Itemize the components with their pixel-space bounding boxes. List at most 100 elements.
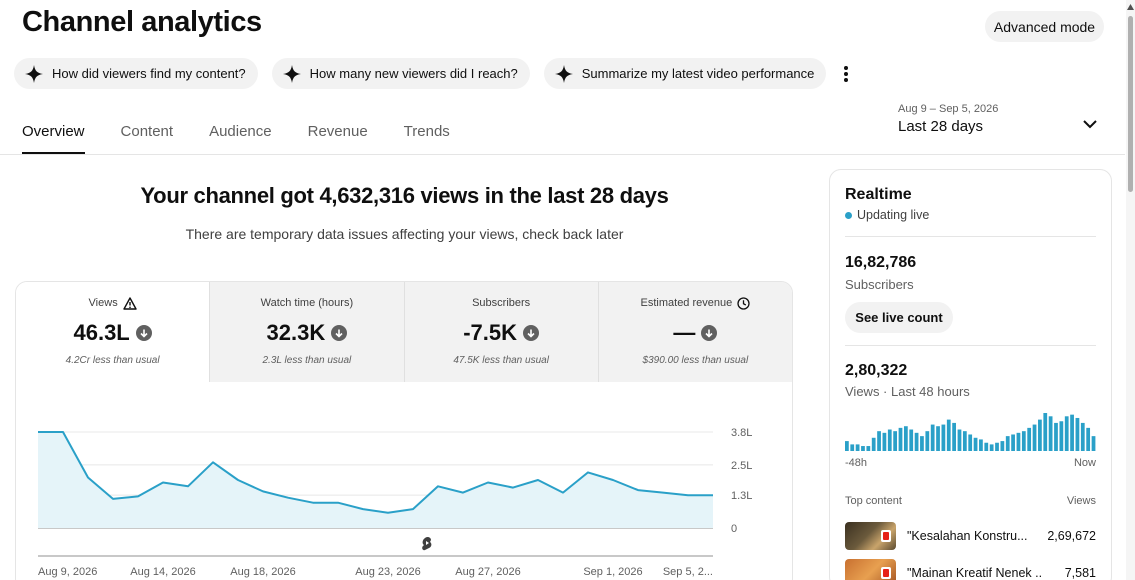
suggestion-chip-label: How did viewers find my content? — [52, 66, 246, 81]
realtime-bar — [1086, 427, 1091, 451]
sparkle-icon — [25, 64, 43, 83]
data-point — [136, 494, 141, 499]
views-line-chart[interactable]: 3.8L 2.5L 1.3L 0 Aug 9, 2026 Aug 14, 2026 Aug … — [16, 402, 793, 580]
live-dot-icon — [845, 211, 852, 219]
metric-value: 46.3L — [73, 320, 130, 345]
data-point — [86, 475, 91, 480]
clock-icon[interactable] — [737, 296, 750, 310]
video-thumbnail[interactable] — [845, 522, 896, 550]
scrollbar-thumb[interactable] — [1128, 16, 1133, 192]
bar-axis-end: Now — [1073, 457, 1096, 469]
realtime-bar — [893, 431, 898, 451]
data-point — [436, 484, 441, 489]
realtime-bar — [1080, 422, 1085, 451]
suggestion-chip-traffic[interactable]: How did viewers find my content? — [14, 58, 258, 89]
realtime-bar — [1054, 422, 1058, 451]
top-content-row[interactable]: "Mainan Kreatif Nenek ... 7,581 — [845, 559, 1096, 580]
top-content-title[interactable]: "Mainan Kreatif Nenek ... — [907, 566, 1042, 580]
tab-trends[interactable]: Trends — [403, 123, 450, 140]
data-point — [411, 507, 416, 512]
realtime-bar — [861, 446, 865, 451]
tab-overview[interactable]: Overview — [22, 110, 85, 154]
shorts-icon — [881, 567, 891, 579]
tab-revenue[interactable]: Revenue — [307, 123, 368, 140]
data-point — [286, 495, 291, 500]
divider — [845, 345, 1096, 346]
shorts-icon — [881, 530, 891, 542]
realtime-bar — [1005, 436, 1010, 451]
realtime-bar — [898, 427, 903, 451]
metric-tab-watch-time[interactable]: Watch time (hours) 32.3K 2.3L less than … — [209, 282, 404, 382]
video-thumbnail[interactable] — [845, 559, 896, 580]
x-tick-label: Aug 27, 2026 — [455, 566, 520, 578]
x-tick-label: Aug 18, 2026 — [230, 566, 295, 578]
sparkle-icon — [282, 64, 301, 83]
data-point — [111, 496, 116, 501]
date-range-picker[interactable]: Aug 9 – Sep 5, 2026 Last 28 days — [898, 103, 998, 135]
realtime-views-label: Views · Last 48 hours — [845, 384, 970, 399]
realtime-bar — [995, 442, 999, 451]
warning-icon[interactable] — [123, 296, 137, 310]
data-point — [336, 500, 341, 505]
realtime-bar — [989, 444, 994, 451]
realtime-bar — [962, 431, 967, 451]
page-scrollbar[interactable] — [1126, 0, 1135, 580]
realtime-bar — [1021, 431, 1026, 451]
realtime-bar-chart[interactable] — [845, 411, 1097, 451]
data-point — [686, 493, 691, 498]
y-tick-label: 3.8L — [731, 427, 752, 439]
bar-axis-start: -48h — [845, 457, 868, 469]
realtime-bar — [1027, 427, 1032, 451]
scroll-up-icon[interactable] — [1127, 4, 1134, 10]
page-title: Channel analytics — [22, 6, 262, 38]
realtime-bar — [887, 429, 892, 451]
realtime-bar — [930, 424, 935, 451]
realtime-bar — [984, 442, 989, 451]
tab-content[interactable]: Content — [120, 123, 174, 140]
metric-tab-subscribers[interactable]: Subscribers -7.5K 47.5K less than usual — [403, 282, 598, 382]
top-content-title[interactable]: "Kesalahan Konstru... — [907, 529, 1028, 543]
realtime-bar — [946, 419, 951, 451]
suggestion-chip-new-viewers[interactable]: How many new viewers did I reach? — [271, 58, 530, 89]
suggestion-chip-summary[interactable]: Summarize my latest video performance — [543, 58, 827, 89]
realtime-bar — [871, 437, 876, 451]
more-options-button[interactable] — [834, 62, 858, 86]
realtime-bar — [909, 429, 914, 451]
realtime-bar — [1064, 416, 1069, 451]
realtime-bar — [1059, 421, 1064, 451]
data-point — [636, 488, 641, 493]
tab-divider — [0, 154, 1125, 155]
realtime-bar — [1091, 436, 1096, 451]
metric-value: — — [673, 320, 696, 345]
tab-audience[interactable]: Audience — [209, 123, 272, 140]
x-tick-label: Aug 23, 2026 — [355, 566, 420, 578]
arrow-down-icon — [523, 325, 540, 341]
realtime-bar — [882, 432, 887, 451]
realtime-bar — [952, 422, 956, 451]
metric-label: Watch time (hours) — [260, 297, 354, 309]
realtime-bar — [1011, 434, 1015, 451]
advanced-mode-button[interactable]: Advanced mode — [985, 11, 1104, 42]
data-point — [311, 500, 316, 505]
metric-tab-revenue[interactable]: Estimated revenue — $390.00 less than us… — [597, 282, 792, 382]
data-point — [261, 489, 266, 494]
realtime-bar — [968, 434, 973, 451]
chevron-down-icon[interactable] — [1080, 114, 1100, 134]
data-point — [486, 480, 491, 485]
x-tick-label: Sep 1, 2026 — [583, 566, 642, 578]
data-point — [586, 470, 591, 475]
top-content-row[interactable]: "Kesalahan Konstru... 2,69,672 — [845, 522, 1096, 550]
metric-label: Views — [88, 297, 118, 309]
metric-label: Subscribers — [472, 297, 531, 309]
data-issue-notice: There are temporary data issues affectin… — [185, 226, 624, 242]
y-tick-label: 1.3L — [731, 490, 752, 502]
metric-tab-views[interactable]: Views 46.3L 4.2Cr less than usual — [16, 282, 210, 382]
see-live-count-button[interactable]: See live count — [845, 302, 953, 333]
realtime-bar — [1070, 414, 1074, 451]
top-content-label: Top content — [845, 495, 902, 507]
realtime-bar — [866, 446, 871, 451]
data-point — [536, 478, 541, 483]
realtime-bar — [936, 426, 940, 451]
realtime-bar — [1000, 441, 1005, 451]
realtime-views-count: 2,80,322 — [845, 362, 908, 379]
